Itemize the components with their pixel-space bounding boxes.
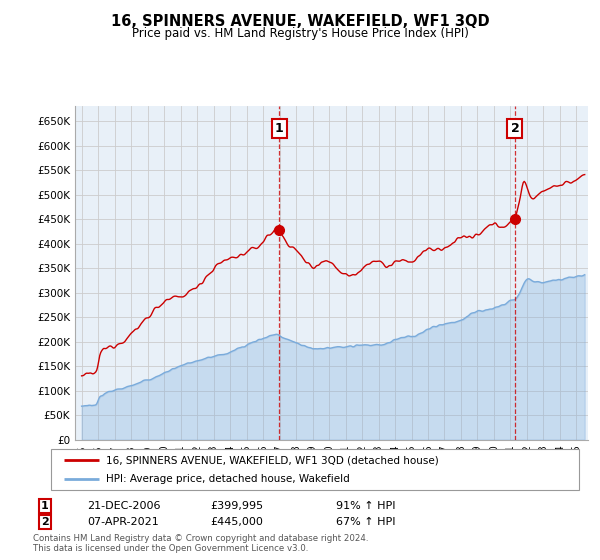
Text: 1: 1 <box>275 122 283 135</box>
Text: Price paid vs. HM Land Registry's House Price Index (HPI): Price paid vs. HM Land Registry's House … <box>131 27 469 40</box>
Text: This data is licensed under the Open Government Licence v3.0.: This data is licensed under the Open Gov… <box>33 544 308 553</box>
Text: 16, SPINNERS AVENUE, WAKEFIELD, WF1 3QD: 16, SPINNERS AVENUE, WAKEFIELD, WF1 3QD <box>110 14 490 29</box>
Text: 91% ↑ HPI: 91% ↑ HPI <box>336 501 395 511</box>
Text: 16, SPINNERS AVENUE, WAKEFIELD, WF1 3QD (detached house): 16, SPINNERS AVENUE, WAKEFIELD, WF1 3QD … <box>106 455 439 465</box>
Text: £445,000: £445,000 <box>210 517 263 528</box>
FancyBboxPatch shape <box>51 449 579 490</box>
Text: 2: 2 <box>511 122 520 135</box>
Text: 2: 2 <box>41 517 49 528</box>
Text: 21-DEC-2006: 21-DEC-2006 <box>87 501 161 511</box>
Text: 07-APR-2021: 07-APR-2021 <box>87 517 159 528</box>
Text: 67% ↑ HPI: 67% ↑ HPI <box>336 517 395 528</box>
Text: 1: 1 <box>41 501 49 511</box>
Text: HPI: Average price, detached house, Wakefield: HPI: Average price, detached house, Wake… <box>106 474 350 484</box>
Text: Contains HM Land Registry data © Crown copyright and database right 2024.: Contains HM Land Registry data © Crown c… <box>33 534 368 543</box>
Text: £399,995: £399,995 <box>210 501 263 511</box>
